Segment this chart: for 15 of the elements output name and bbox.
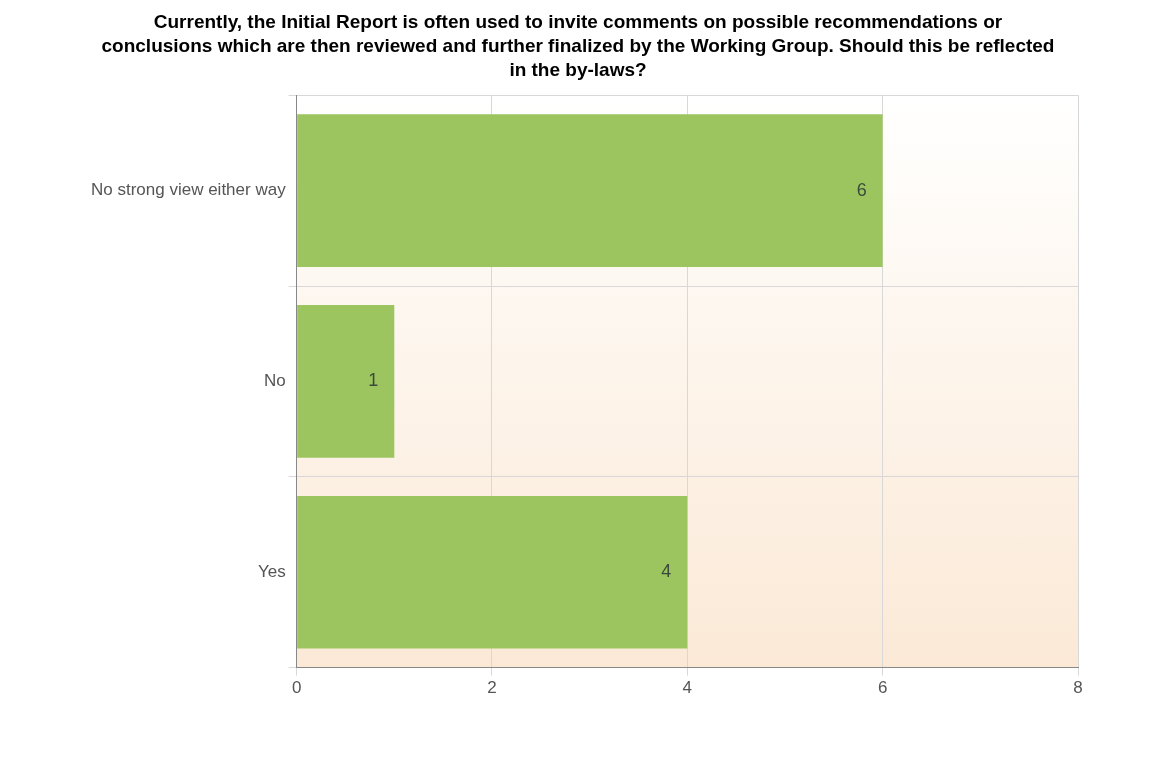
x-tick-label: 6 [877, 678, 888, 698]
chart-title: Currently, the Initial Report is often used to invite comments on possible recommendations or conclusions which are then reviewed and further finalized by the Working Group. Should this be reflected in the by-laws? [100, 10, 1056, 82]
bar [297, 305, 395, 458]
x-tick-label: 0 [291, 678, 302, 698]
bar [297, 114, 883, 267]
y-tick-label: Yes [257, 561, 286, 581]
bar [297, 495, 688, 649]
y-tick-label: No strong view either way [91, 180, 287, 200]
x-tick-label: 8 [1073, 678, 1083, 698]
y-tick-label: No [263, 371, 286, 391]
x-tick-label: 4 [682, 678, 693, 698]
data-label: 4 [661, 561, 672, 582]
data-label: 6 [856, 179, 867, 200]
x-tick-label: 2 [487, 678, 497, 698]
data-label: 1 [368, 370, 379, 391]
